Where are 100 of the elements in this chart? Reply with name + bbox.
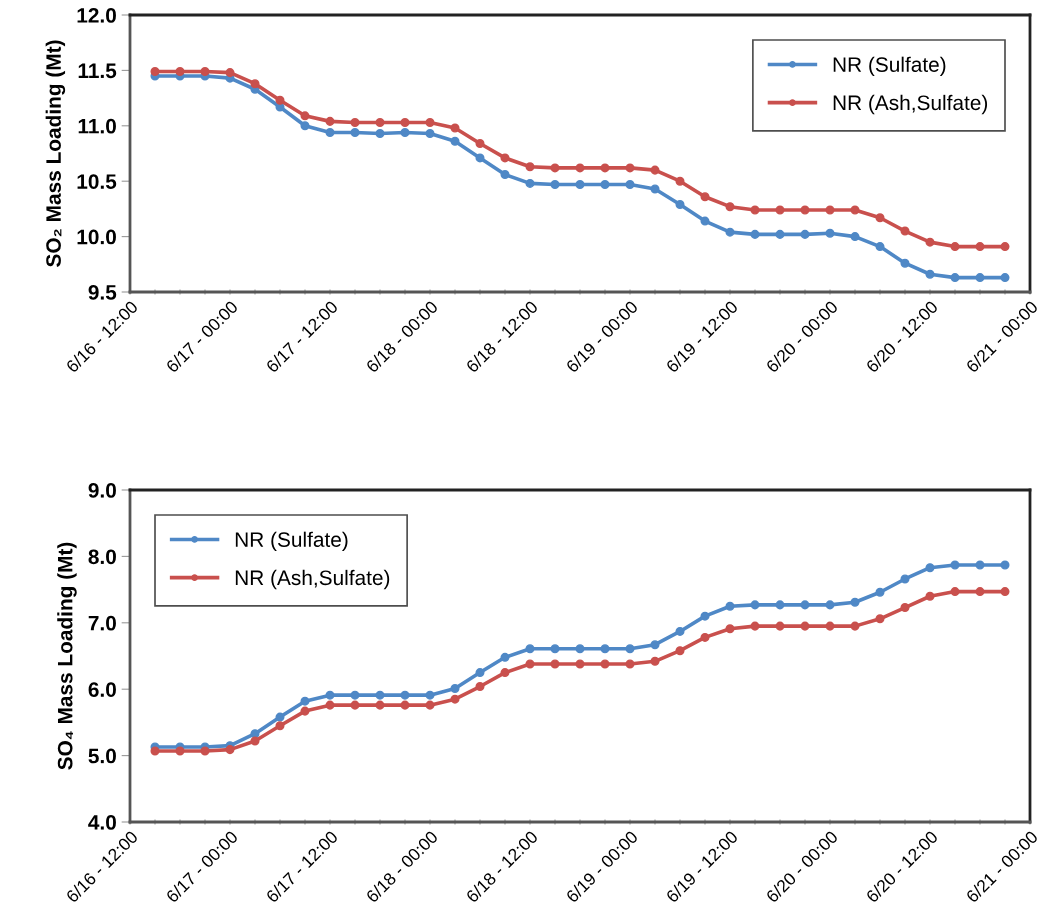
point (550, 644, 560, 654)
y-axis-title: SO₄ Mass Loading (Mt) (57, 542, 77, 770)
y-tick-label: 11.0 (78, 118, 116, 134)
point (775, 205, 785, 215)
y-tick-label: 8.0 (88, 549, 116, 565)
point (975, 273, 985, 283)
point (700, 192, 710, 202)
point (500, 652, 510, 662)
point (300, 121, 310, 131)
point (200, 746, 210, 756)
point (500, 170, 510, 180)
point (875, 587, 885, 597)
point (600, 659, 610, 669)
point (600, 163, 610, 173)
point (925, 237, 935, 247)
point (400, 690, 410, 700)
point (500, 668, 510, 678)
point (300, 706, 310, 716)
point (175, 66, 185, 77)
point (575, 644, 585, 654)
point (350, 700, 360, 710)
point (525, 659, 535, 669)
point (375, 117, 385, 127)
point (725, 624, 735, 634)
point (550, 163, 560, 173)
point (625, 659, 635, 669)
y-axis-title: SO₂ Mass Loading (Mt) (45, 40, 66, 267)
point (200, 66, 210, 77)
point (925, 563, 935, 573)
y-tick-label: 4.0 (88, 815, 116, 830)
point (900, 258, 910, 268)
point (500, 153, 510, 163)
point (700, 611, 710, 621)
point (350, 690, 360, 700)
point (375, 700, 385, 710)
point (425, 690, 435, 700)
y-tick-label: 6.0 (88, 682, 116, 697)
point (950, 273, 960, 283)
point (800, 600, 810, 610)
point (325, 116, 335, 126)
legend-label: NR (Ash,Sulfate) (833, 94, 988, 115)
point (425, 117, 435, 127)
point (325, 700, 335, 710)
point (750, 229, 760, 239)
point (325, 127, 335, 137)
point (425, 700, 435, 710)
point (475, 139, 485, 149)
point (400, 127, 410, 137)
point (675, 626, 685, 636)
point (1000, 560, 1010, 570)
point (625, 644, 635, 654)
point (550, 180, 560, 190)
point (625, 180, 635, 190)
point (775, 600, 785, 610)
point (600, 180, 610, 190)
point (450, 694, 460, 704)
point (275, 712, 285, 722)
point (875, 213, 885, 223)
point (725, 202, 735, 212)
y-tick-label: 12.0 (77, 8, 116, 23)
point (350, 127, 360, 137)
point (975, 242, 985, 252)
point (650, 640, 660, 650)
point (800, 229, 810, 239)
point (725, 601, 735, 611)
point (825, 228, 835, 238)
y-tick-label: 9.5 (88, 285, 117, 300)
point (1000, 587, 1010, 597)
point (975, 560, 985, 570)
point (775, 229, 785, 239)
legend-label: NR (Sulfate) (235, 531, 348, 552)
point (700, 632, 710, 642)
point (400, 700, 410, 710)
point (275, 95, 285, 105)
point (450, 684, 460, 694)
point (850, 232, 860, 242)
point (225, 745, 235, 755)
point (450, 123, 460, 133)
point (525, 644, 535, 654)
point (525, 162, 535, 172)
point (225, 68, 235, 78)
point (1000, 273, 1010, 283)
point (300, 111, 310, 121)
y-tick-label: 10.5 (77, 174, 117, 189)
point (650, 165, 660, 175)
point (675, 199, 685, 209)
point (900, 574, 910, 584)
point (875, 242, 885, 252)
point (700, 216, 710, 226)
point (850, 205, 860, 215)
point (675, 176, 685, 186)
y-tick-label: 9.0 (88, 483, 116, 498)
point (350, 117, 360, 127)
point (800, 621, 810, 631)
point (525, 178, 535, 188)
point (750, 600, 760, 610)
y-tick-label: 7.0 (88, 615, 116, 631)
point (550, 659, 560, 669)
point (925, 269, 935, 279)
point (750, 621, 760, 631)
